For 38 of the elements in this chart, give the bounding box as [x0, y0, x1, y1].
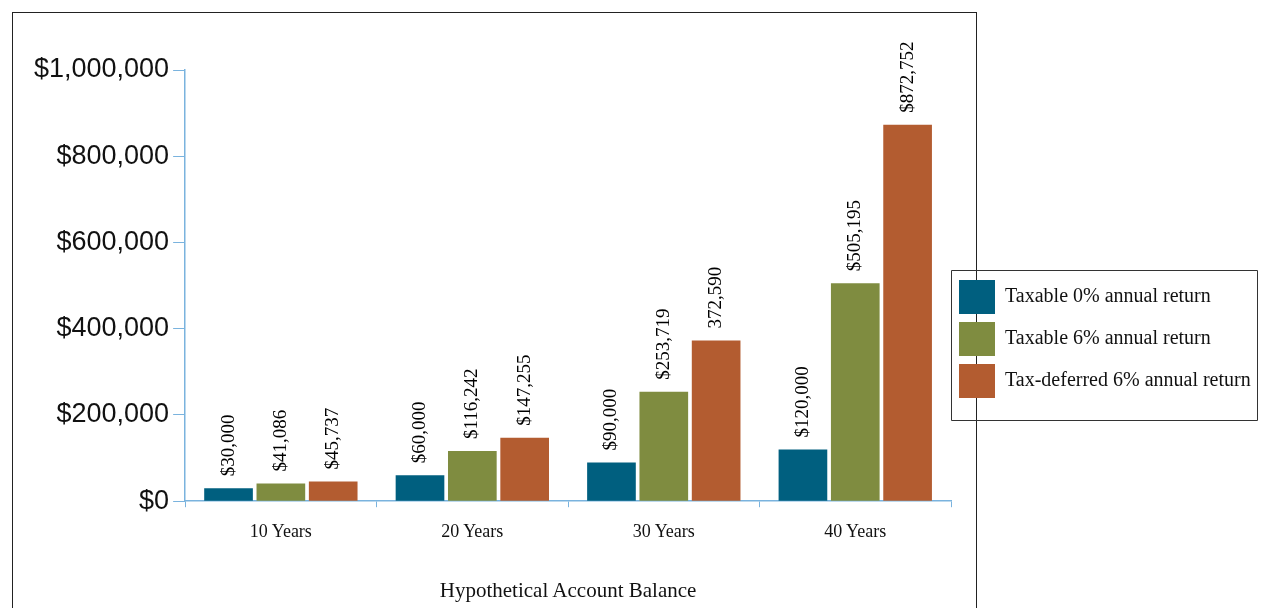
data-label: $30,000 — [216, 414, 238, 477]
data-label: $147,255 — [512, 354, 534, 426]
legend-label: Taxable 0% annual return — [1005, 284, 1211, 307]
x-axis-title: Hypothetical Account Balance — [439, 577, 697, 602]
bar — [500, 437, 549, 501]
bar — [204, 488, 253, 501]
data-label: 372,590 — [704, 266, 726, 329]
y-tick-label: $0 — [139, 484, 170, 515]
bar — [256, 483, 306, 501]
y-tick-label: $800,000 — [56, 139, 170, 170]
legend-label: Taxable 6% annual return — [1005, 326, 1211, 349]
data-label: $41,086 — [268, 409, 290, 472]
x-tick-label: 40 Years — [824, 520, 887, 541]
bar — [883, 124, 932, 501]
x-tick-label: 20 Years — [441, 520, 504, 541]
y-tick-label: $200,000 — [56, 398, 170, 429]
bar — [395, 475, 445, 501]
data-label: $45,737 — [321, 407, 343, 470]
bar — [691, 340, 741, 501]
data-label: $90,000 — [599, 388, 621, 451]
bar — [448, 451, 497, 501]
data-label: $120,000 — [790, 366, 812, 438]
bar — [830, 283, 880, 501]
data-label: $505,195 — [843, 200, 865, 272]
x-tick-label: 10 Years — [249, 520, 312, 541]
bar — [778, 449, 828, 501]
data-label: $872,752 — [895, 41, 917, 113]
bar — [587, 462, 636, 501]
data-label: $60,000 — [407, 401, 429, 464]
data-label: $116,242 — [460, 368, 482, 440]
y-tick-label: $400,000 — [56, 312, 170, 343]
bar — [639, 391, 689, 501]
y-tick-label: $1,000,000 — [33, 53, 170, 84]
data-label: $253,719 — [651, 308, 673, 380]
x-tick-label: 30 Years — [632, 520, 695, 541]
y-tick-label: $600,000 — [56, 225, 170, 256]
legend-label: Tax-deferred 6% annual return — [1005, 368, 1251, 391]
bar — [308, 481, 358, 501]
